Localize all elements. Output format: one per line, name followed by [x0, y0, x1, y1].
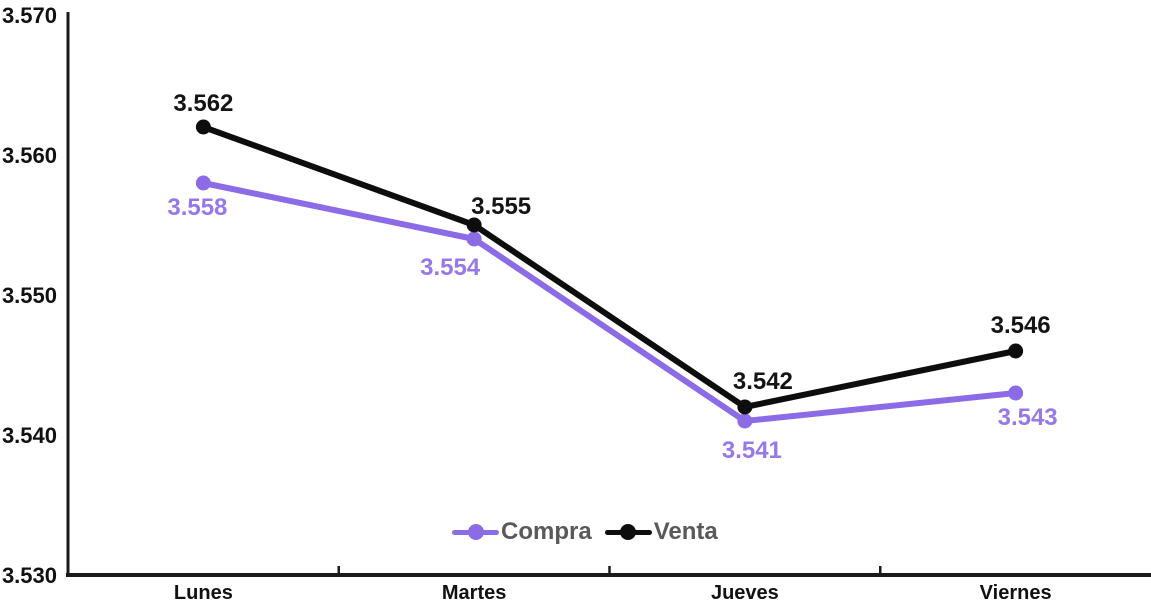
compra-data-label: 3.554 [420, 254, 481, 281]
compra-point [195, 175, 211, 191]
legend-item-compra: Compra [452, 520, 592, 544]
legend-label-compra: Compra [501, 518, 592, 545]
y-tick-label: 3.570 [2, 3, 57, 28]
x-tick-label: Martes [442, 582, 506, 604]
venta-data-label: 3.542 [733, 368, 793, 395]
chart-legend: Compra Venta [452, 520, 718, 544]
venta-data-label: 3.555 [471, 193, 531, 220]
compra-point [737, 413, 753, 429]
venta-point [737, 399, 753, 415]
venta-line-marker-icon [604, 524, 652, 540]
venta-line [200, 124, 1019, 410]
venta-point [1008, 343, 1024, 359]
venta-point [195, 119, 211, 135]
x-tick-label: Jueves [711, 582, 779, 604]
compra-line-marker-icon [452, 524, 499, 540]
x-tick-label: Viernes [980, 582, 1052, 604]
venta-data-label: 3.562 [173, 90, 233, 117]
venta-data-label: 3.546 [991, 312, 1051, 339]
compra-data-label: 3.543 [998, 404, 1058, 431]
compra-data-label: 3.541 [722, 437, 782, 464]
compra-line [200, 180, 1019, 424]
legend-item-venta: Venta [604, 518, 718, 545]
y-tick-label: 3.550 [2, 283, 57, 308]
compra-point [1008, 385, 1024, 401]
y-tick-label: 3.530 [2, 563, 57, 588]
legend-label-venta: Venta [653, 518, 718, 545]
venta-point [466, 217, 482, 233]
y-tick-label: 3.540 [2, 423, 57, 448]
compra-data-label: 3.558 [167, 194, 227, 221]
y-tick-label: 3.560 [2, 143, 57, 168]
compra-point [466, 231, 482, 247]
x-tick-label: Lunes [174, 582, 233, 604]
